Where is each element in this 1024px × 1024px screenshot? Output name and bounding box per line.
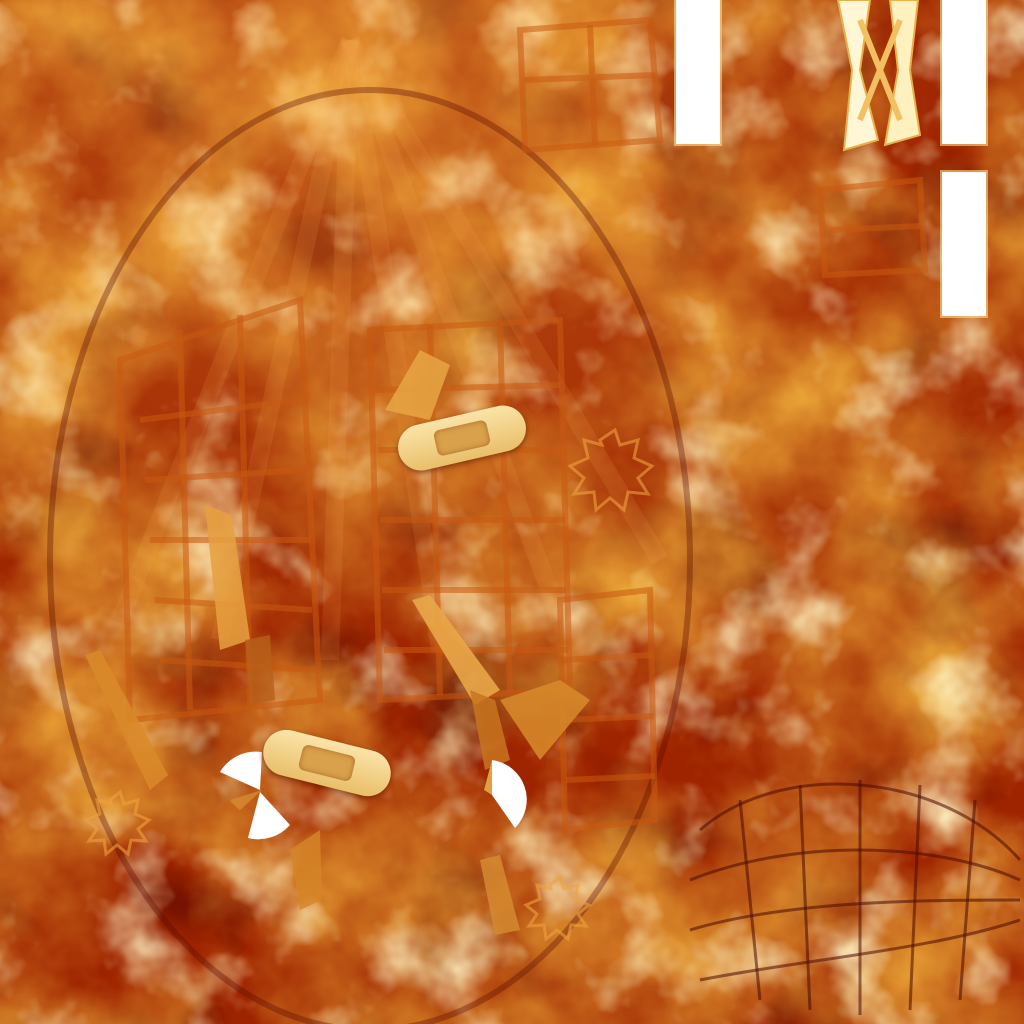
status-bar-icon bbox=[942, 172, 986, 316]
status-bar-icon bbox=[676, 0, 720, 144]
broken-bar-icon bbox=[836, 0, 922, 152]
status-bar-icon bbox=[942, 0, 986, 144]
pie-wedge-icon bbox=[220, 751, 290, 840]
shield-outline bbox=[47, 87, 693, 1024]
burst-splats bbox=[83, 427, 655, 942]
bandage-pad bbox=[432, 419, 492, 457]
light-rays bbox=[111, 35, 668, 661]
bandage-pad bbox=[297, 743, 357, 783]
pie-wedge-icon bbox=[484, 760, 527, 828]
shard-fragments bbox=[85, 350, 590, 935]
cage-net-icon bbox=[689, 780, 1022, 1015]
